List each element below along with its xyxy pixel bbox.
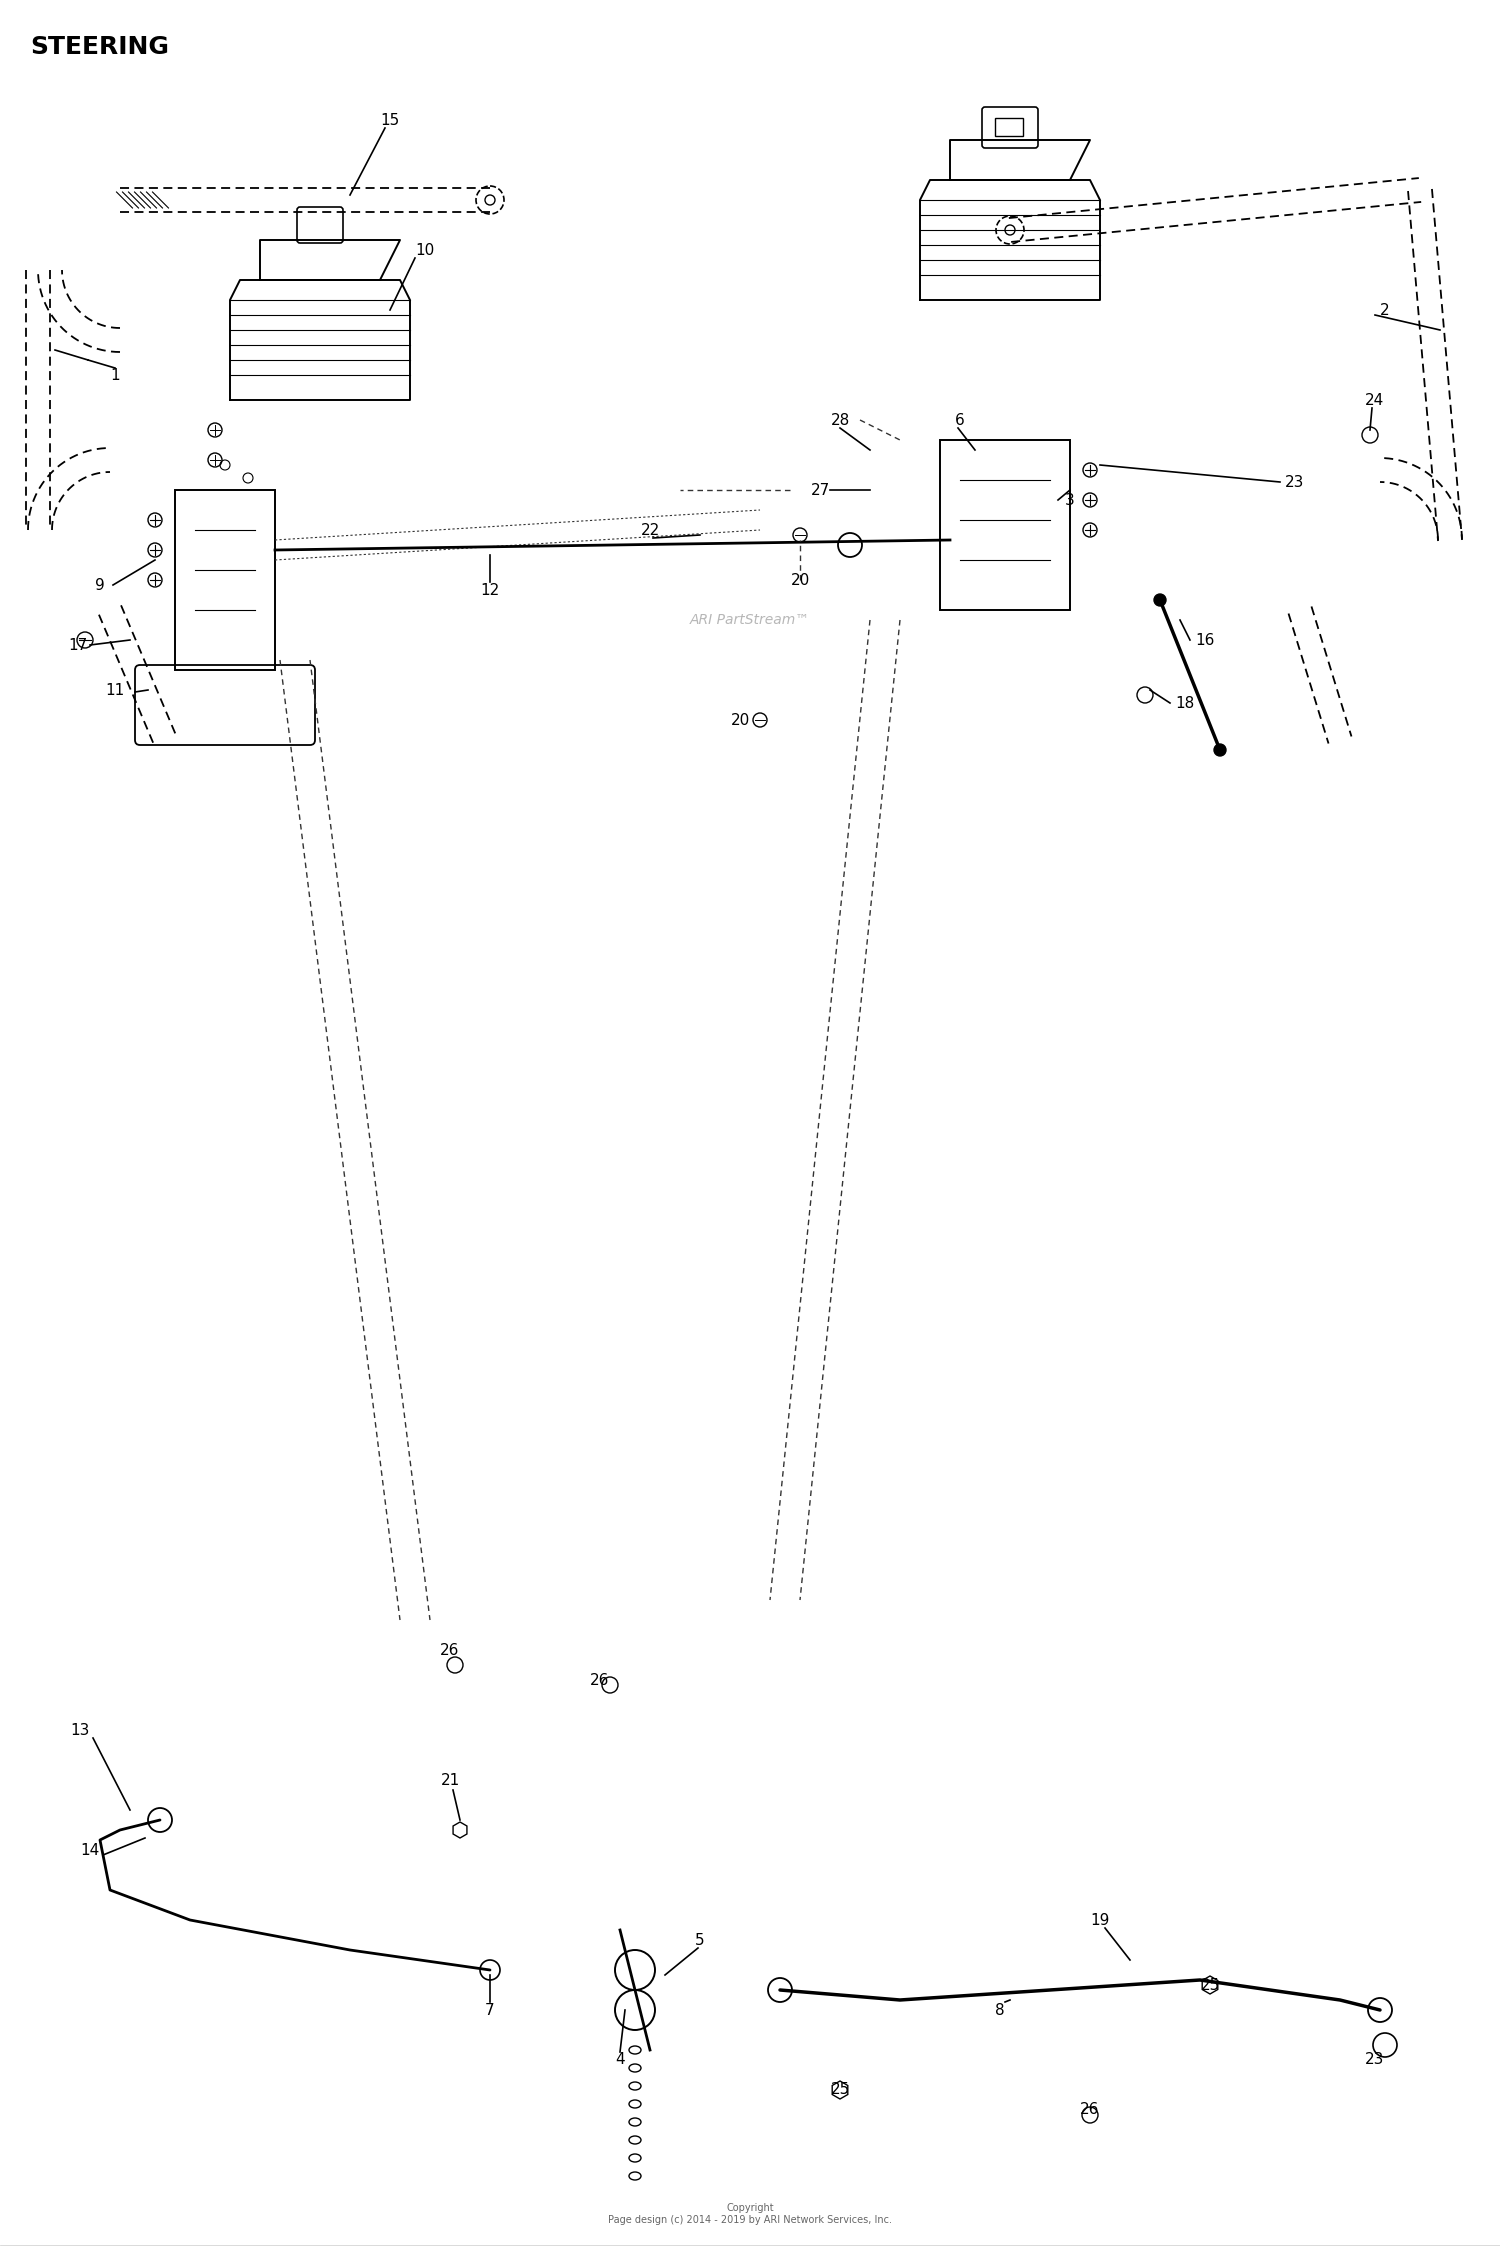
Text: 18: 18 [1176,696,1194,710]
Text: STEERING: STEERING [30,34,170,59]
Text: 2: 2 [1380,303,1390,317]
Text: 23: 23 [1286,475,1305,488]
Text: 3: 3 [1065,493,1076,506]
Text: 8: 8 [994,2003,1005,2017]
Text: 26: 26 [1080,2103,1100,2119]
Text: 20: 20 [730,712,750,728]
Bar [994,118,1023,136]
Text: 25: 25 [831,2082,849,2098]
Text: 7: 7 [484,2003,495,2017]
Bar [940,441,1070,610]
Text: 27: 27 [810,482,830,497]
Text: 20: 20 [790,572,810,588]
Text: 21: 21 [441,1773,459,1788]
Text: 6: 6 [956,412,964,427]
Text: 15: 15 [381,113,399,127]
Text: 14: 14 [81,1843,99,1859]
Text: 5: 5 [694,1933,705,1947]
Text: 17: 17 [69,638,87,653]
Text: Copyright
Page design (c) 2014 - 2019 by ARI Network Services, Inc.: Copyright Page design (c) 2014 - 2019 by… [608,2204,892,2225]
Text: 24: 24 [1365,393,1384,407]
Text: 26: 26 [441,1641,459,1657]
Text: 9: 9 [94,577,105,592]
Text: 19: 19 [1090,1913,1110,1926]
Text: 11: 11 [105,683,125,696]
Text: 25: 25 [1200,1978,1219,1992]
Text: 16: 16 [1196,633,1215,647]
Text: 10: 10 [416,242,435,258]
Circle shape [1154,595,1166,606]
Text: 28: 28 [831,412,849,427]
Circle shape [1214,744,1225,755]
Text: 4: 4 [615,2053,626,2067]
Bar [176,491,274,669]
Text: 22: 22 [640,522,660,538]
Text: 13: 13 [70,1723,90,1736]
Text: 23: 23 [1365,2053,1384,2067]
Text: 12: 12 [480,583,500,597]
Text: 1: 1 [110,369,120,382]
Text: 26: 26 [591,1673,609,1687]
Text: ARI PartStream™: ARI PartStream™ [690,613,810,626]
